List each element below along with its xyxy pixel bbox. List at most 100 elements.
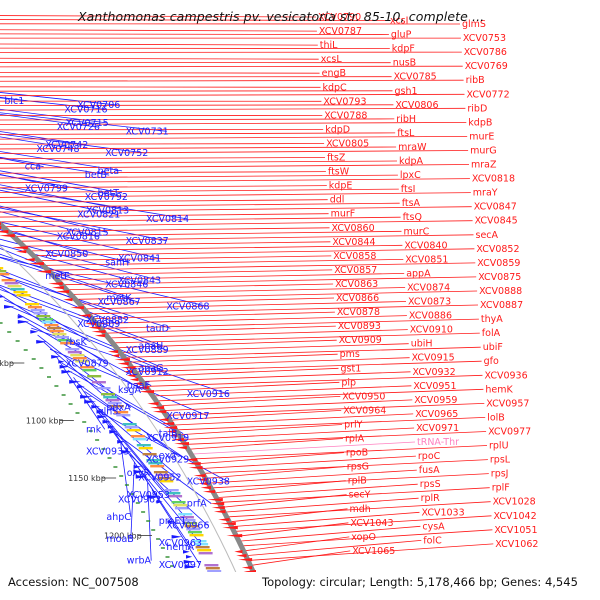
reverse-gene-label: XCV0977 — [488, 427, 531, 438]
reverse-connector — [26, 241, 331, 247]
reverse-connector — [11, 227, 330, 232]
cog-stripe — [52, 333, 67, 336]
reverse-gene-label: ribB — [466, 75, 485, 86]
ruler-label: 1100 kbp — [26, 417, 64, 426]
forward-gene-label: XCV0879 — [66, 359, 109, 370]
cog-stripe — [91, 381, 106, 384]
reverse-gene-label: rplR — [421, 493, 441, 504]
reverse-gene-label: XCV0957 — [486, 398, 529, 409]
reverse-connector — [233, 511, 420, 527]
reverse-gene-arrow — [236, 554, 247, 558]
cog-stripe — [150, 465, 165, 468]
cog-stripe — [101, 393, 115, 396]
reverse-connector — [181, 424, 343, 435]
reverse-gene-label: secY — [349, 490, 371, 501]
reverse-connector — [0, 15, 317, 18]
reverse-connector — [0, 185, 327, 189]
reverse-gene-label: fusA — [419, 465, 440, 476]
reverse-gene-arrow — [94, 334, 106, 338]
reverse-connector — [221, 487, 490, 503]
reverse-gene-label: XCV0785 — [394, 72, 437, 83]
forward-gene-label: XCV0953 — [127, 490, 170, 501]
reverse-connector — [204, 459, 488, 474]
forward-gene-arrow — [17, 320, 30, 324]
forward-gene-label: XCV0837 — [126, 236, 169, 247]
forward-connector — [0, 112, 167, 132]
forward-gene-label: XCV0919 — [146, 433, 189, 444]
reverse-connector — [193, 441, 416, 455]
reverse-gene-arrow — [193, 474, 206, 478]
reverse-gene-arrow — [108, 350, 119, 354]
forward-connector — [0, 289, 167, 351]
reverse-gene-label: gst1 — [341, 363, 362, 374]
reverse-gene-arrow — [188, 466, 203, 470]
reverse-gene-arrow — [24, 258, 35, 262]
reverse-connector — [118, 339, 337, 348]
reverse-connector — [0, 202, 400, 208]
reverse-gene-label: rpoC — [418, 451, 441, 462]
cog-stripe — [186, 528, 201, 531]
forward-gene-arrow — [59, 365, 69, 369]
reverse-gene-label: XCV1051 — [494, 525, 537, 536]
reverse-gene-label: XCV0847 — [474, 202, 517, 213]
reverse-connector — [0, 93, 465, 97]
reverse-gene-label: XCV0893 — [338, 321, 381, 332]
reverse-connector — [201, 455, 416, 469]
forward-gene-label: betT — [98, 188, 120, 199]
forward-connector — [0, 238, 160, 281]
reverse-gene-label: XCV0965 — [415, 409, 458, 420]
cog-stripe — [157, 477, 172, 480]
reverse-gene-label: ftsZ — [327, 153, 346, 164]
reverse-gene-label: hemK — [485, 384, 513, 395]
reverse-gene-arrow — [166, 430, 176, 434]
forward-connector — [67, 369, 188, 439]
cog-stripe — [13, 291, 28, 294]
reverse-connector — [94, 311, 335, 319]
forward-gene-label: XCV0813 — [86, 206, 129, 217]
reverse-connector — [238, 522, 349, 537]
forward-connector — [61, 362, 184, 434]
reverse-gene-arrow — [171, 438, 185, 442]
forward-connector — [0, 156, 110, 176]
reverse-gene-arrow — [174, 442, 189, 446]
reverse-connector — [0, 216, 401, 223]
cog-stripe — [80, 366, 95, 369]
reverse-connector — [190, 438, 344, 450]
reverse-gene-label: XCV0932 — [413, 367, 456, 378]
forward-gene-label: betB — [85, 170, 107, 181]
reverse-gene-label: XCV0845 — [475, 216, 518, 227]
reverse-connector — [133, 357, 410, 368]
reverse-gene-label: XCV0874 — [407, 283, 450, 294]
cog-stripe — [146, 459, 161, 462]
reverse-connector — [151, 381, 340, 392]
reverse-gene-label: kdpF — [392, 44, 415, 55]
reverse-connector — [16, 230, 402, 237]
reverse-gene-label: kdpE — [329, 181, 353, 192]
reverse-gene-label: rpsS — [420, 479, 441, 490]
reverse-gene-label: XCV1065 — [352, 546, 395, 557]
reverse-gene-label: XCV0818 — [472, 174, 515, 185]
forward-gene-arrow — [61, 370, 73, 374]
forward-gene-arrow — [183, 550, 190, 554]
reverse-gene-label: XCV0950 — [342, 391, 385, 402]
reverse-connector — [0, 136, 468, 140]
reverse-connector — [98, 315, 407, 324]
reverse-gene-label: XCV0851 — [405, 254, 448, 265]
forward-connector — [130, 461, 135, 539]
reverse-connector — [155, 385, 412, 397]
reverse-gene-arrow — [186, 462, 201, 466]
reverse-gene-arrow — [28, 262, 44, 266]
reverse-gene-arrow — [0, 226, 2, 230]
reverse-gene-label: rpsJ — [491, 469, 509, 480]
forward-gene-label: XCV0917 — [166, 411, 209, 422]
reverse-connector — [5, 220, 473, 228]
forward-gene-label: proE1 — [159, 516, 187, 527]
forward-gene-label: rbsK — [66, 337, 88, 348]
reverse-gene-arrow — [220, 522, 236, 526]
reverse-gene-label: folC — [423, 535, 442, 546]
forward-gene-label: apaG — [138, 363, 163, 374]
cog-stripe — [148, 462, 163, 465]
reverse-gene-arrow — [147, 402, 159, 406]
cog-stripe — [82, 369, 97, 372]
